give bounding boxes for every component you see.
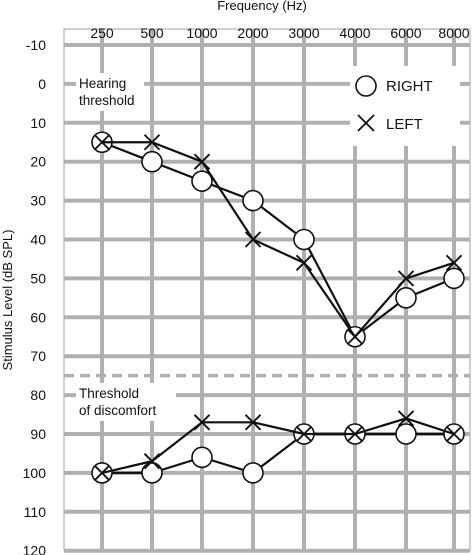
series-hearing-threshold-left-point-8000 bbox=[445, 254, 463, 272]
series-hearing-threshold-left-point-3000 bbox=[295, 254, 313, 272]
series-threshold-of-discomfort-left-point-2000 bbox=[244, 414, 262, 431]
series-threshold-of-discomfort-left-point-4000 bbox=[346, 425, 364, 443]
x-tick-label-6000: 6000 bbox=[390, 25, 421, 41]
legend-circle-icon bbox=[355, 75, 377, 97]
y-tick-label-0: 0 bbox=[38, 76, 46, 92]
legend-label-right: RIGHT bbox=[386, 78, 433, 95]
series-threshold-of-discomfort-right-point-6000 bbox=[395, 423, 417, 445]
annotation-hearing-threshold: Hearing threshold bbox=[76, 73, 144, 111]
annotation-discomfort-line-1: Threshold bbox=[79, 386, 139, 401]
series-hearing-threshold-right-point-1000 bbox=[191, 170, 213, 192]
series-hearing-threshold-left bbox=[93, 134, 463, 345]
y-tick-label-70: 70 bbox=[30, 348, 46, 364]
x-tick-labels: 250 500 1000 2000 3000 4000 6000 8000 bbox=[90, 25, 469, 41]
series-hearing-threshold-left-point-1000 bbox=[193, 153, 211, 170]
x-tick-label-500: 500 bbox=[140, 25, 164, 41]
x-tick-label-8000: 8000 bbox=[438, 25, 469, 41]
legend: RIGHT LEFT bbox=[350, 66, 460, 146]
y-tick-label-40: 40 bbox=[30, 232, 46, 248]
annotation-hearing-threshold-line-2: threshold bbox=[79, 93, 135, 108]
series-threshold-of-discomfort-left-point-1000 bbox=[193, 414, 211, 431]
series-hearing-threshold-right-point-500 bbox=[141, 150, 163, 173]
x-tick-label-3000: 3000 bbox=[288, 25, 319, 41]
series-threshold-of-discomfort-right-point-500 bbox=[141, 462, 163, 484]
y-tick-label--10: -10 bbox=[26, 37, 46, 53]
series-threshold-of-discomfort-left-point-250 bbox=[93, 464, 111, 482]
series-threshold-of-discomfort-left-line bbox=[101, 417, 455, 474]
y-tick-label-30: 30 bbox=[30, 193, 46, 209]
y-tick-label-60: 60 bbox=[30, 309, 46, 325]
legend-label-left: LEFT bbox=[386, 116, 423, 133]
x-tick-label-2000: 2000 bbox=[237, 25, 268, 41]
series-hearing-threshold-left-point-6000 bbox=[397, 270, 415, 287]
legend-x-icon bbox=[357, 114, 375, 132]
annotation-discomfort-line-2: of discomfort bbox=[79, 403, 157, 418]
series-threshold-of-discomfort-left-point-6000 bbox=[397, 410, 415, 427]
series-threshold-of-discomfort-right-point-2000 bbox=[242, 462, 264, 484]
y-tick-label-50: 50 bbox=[30, 270, 46, 286]
y-tick-label-90: 90 bbox=[30, 426, 46, 442]
y-tick-label-20: 20 bbox=[30, 154, 46, 170]
series-hearing-threshold-right-point-8000 bbox=[443, 267, 465, 290]
annotation-hearing-threshold-line-1: Hearing bbox=[79, 76, 126, 91]
x-axis-title: Frequency (Hz) bbox=[217, 0, 307, 13]
series-threshold-of-discomfort-left bbox=[93, 410, 463, 482]
series-hearing-threshold-left-point-4000 bbox=[346, 328, 364, 345]
y-axis-title: Stimulus Level (dB SPL) bbox=[0, 230, 15, 371]
x-tick-label-4000: 4000 bbox=[339, 25, 370, 41]
series-threshold-of-discomfort-left-point-8000 bbox=[445, 425, 463, 443]
series-hearing-threshold-left-point-250 bbox=[93, 134, 111, 151]
series-hearing-threshold-left-point-2000 bbox=[244, 231, 262, 248]
series-hearing-threshold-left-point-500 bbox=[143, 134, 161, 151]
y-tick-label-110: 110 bbox=[24, 504, 47, 520]
y-tick-labels: -10 0 10 20 30 40 50 60 70 80 90 100 110 120 bbox=[23, 37, 47, 555]
y-tick-label-100: 100 bbox=[23, 465, 47, 481]
x-tick-label-250: 250 bbox=[90, 25, 114, 41]
y-tick-label-10: 10 bbox=[30, 115, 46, 131]
series-hearing-threshold-left-line bbox=[102, 141, 455, 339]
data-series bbox=[91, 131, 465, 484]
annotation-hearing-threshold-backdrop bbox=[76, 73, 144, 111]
series-hearing-threshold-right-point-6000 bbox=[395, 287, 417, 309]
y-tick-label-120: 120 bbox=[23, 543, 47, 555]
annotation-threshold-of-discomfort: Threshold of discomfort bbox=[76, 383, 176, 421]
series-threshold-of-discomfort-right-point-1000 bbox=[191, 446, 213, 469]
annotation-discomfort-backdrop bbox=[76, 383, 176, 421]
series-hearing-threshold-right-point-3000 bbox=[293, 228, 315, 251]
series-hearing-threshold-right-point-2000 bbox=[242, 189, 264, 212]
series-threshold-of-discomfort-left-point-3000 bbox=[295, 425, 313, 443]
x-tick-label-1000: 1000 bbox=[186, 25, 217, 41]
y-tick-label-80: 80 bbox=[30, 387, 46, 403]
series-threshold-of-discomfort-left-point-500 bbox=[143, 453, 161, 470]
